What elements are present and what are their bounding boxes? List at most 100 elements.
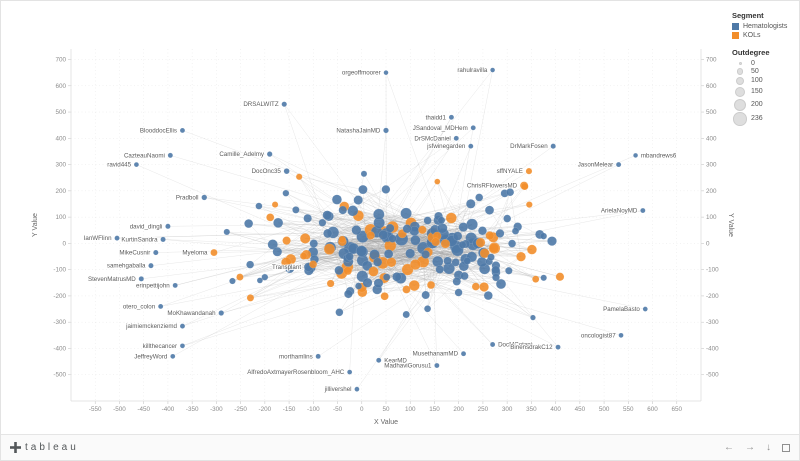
graph-node[interactable] (520, 182, 529, 191)
segment-legend-item[interactable]: Hematologists (732, 23, 794, 30)
outdegree-legend-item[interactable]: 50 (732, 68, 794, 75)
graph-node[interactable] (555, 272, 565, 282)
graph-node[interactable] (373, 208, 385, 220)
graph-node[interactable] (383, 273, 391, 281)
graph-node[interactable] (485, 231, 495, 240)
graph-node[interactable] (347, 205, 359, 217)
graph-node[interactable] (458, 222, 469, 232)
graph-node[interactable] (267, 239, 278, 250)
graph-node[interactable] (530, 314, 536, 321)
graph-node[interactable] (373, 278, 384, 288)
graph-node[interactable] (383, 127, 389, 134)
graph-node[interactable] (281, 101, 287, 107)
graph-node[interactable] (490, 67, 496, 73)
graph-node[interactable] (354, 386, 360, 392)
graph-node[interactable] (505, 267, 513, 275)
graph-node[interactable] (526, 244, 537, 255)
graph-node[interactable] (133, 162, 139, 168)
graph-node[interactable] (309, 239, 318, 248)
graph-node[interactable] (478, 226, 487, 236)
graph-node[interactable] (475, 193, 484, 202)
graph-node[interactable] (437, 216, 446, 225)
graph-node[interactable] (148, 263, 154, 269)
graph-node[interactable] (489, 243, 500, 254)
graph-node[interactable] (503, 214, 512, 223)
graph-node[interactable] (273, 217, 284, 228)
graph-node[interactable] (165, 223, 171, 229)
graph-node[interactable] (338, 235, 346, 244)
graph-node[interactable] (400, 207, 412, 220)
graph-node[interactable] (362, 260, 373, 271)
graph-node[interactable] (272, 246, 283, 257)
graph-node[interactable] (466, 199, 476, 209)
download-icon[interactable]: ↓ (766, 441, 771, 453)
graph-node[interactable] (179, 323, 186, 329)
graph-node[interactable] (384, 249, 394, 259)
graph-node[interactable] (511, 227, 520, 235)
graph-node[interactable] (434, 178, 441, 185)
graph-node[interactable] (218, 310, 225, 316)
graph-node[interactable] (475, 237, 486, 248)
graph-node[interactable] (555, 344, 561, 350)
graph-node[interactable] (463, 257, 472, 265)
graph-node[interactable] (335, 308, 344, 317)
graph-node[interactable] (318, 218, 327, 227)
graph-node[interactable] (285, 264, 295, 274)
graph-node[interactable] (506, 188, 515, 197)
graph-node[interactable] (540, 274, 547, 282)
graph-node[interactable] (322, 210, 332, 220)
graph-node[interactable] (466, 218, 478, 231)
forward-arrow-icon[interactable]: → (745, 441, 755, 453)
graph-node[interactable] (338, 205, 348, 215)
graph-node[interactable] (550, 143, 556, 149)
graph-node[interactable] (402, 310, 410, 319)
graph-node[interactable] (423, 216, 432, 225)
graph-node[interactable] (158, 303, 164, 310)
graph-node[interactable] (618, 332, 624, 338)
graph-node[interactable] (271, 201, 279, 208)
graph-node[interactable] (388, 234, 397, 243)
graph-node[interactable] (421, 290, 430, 300)
graph-node[interactable] (303, 214, 312, 223)
graph-node[interactable] (261, 273, 269, 281)
graph-node[interactable] (453, 135, 459, 141)
graph-node[interactable] (454, 288, 463, 297)
graph-node[interactable] (468, 143, 474, 149)
graph-node[interactable] (418, 225, 427, 235)
graph-node[interactable] (492, 273, 500, 282)
graph-node[interactable] (378, 230, 389, 240)
graph-node[interactable] (362, 277, 373, 288)
graph-node[interactable] (309, 260, 318, 269)
graph-node[interactable] (483, 291, 493, 301)
graph-node[interactable] (421, 250, 430, 259)
graph-node[interactable] (401, 263, 414, 276)
graph-node[interactable] (402, 285, 411, 294)
graph-node[interactable] (385, 223, 395, 233)
graph-node[interactable] (299, 233, 311, 244)
graph-node[interactable] (491, 265, 501, 275)
graph-node[interactable] (431, 237, 441, 247)
graph-node[interactable] (410, 259, 421, 270)
graph-node[interactable] (360, 170, 368, 177)
graph-node[interactable] (434, 362, 440, 369)
graph-node[interactable] (153, 249, 159, 256)
graph-node[interactable] (326, 279, 335, 288)
graph-node[interactable] (381, 185, 391, 194)
graph-node[interactable] (179, 127, 186, 134)
graph-node[interactable] (315, 353, 321, 359)
graph-node[interactable] (114, 235, 120, 241)
outdegree-legend-item[interactable]: 236 (732, 112, 794, 126)
graph-node[interactable] (479, 282, 489, 292)
tableau-logo[interactable]: tableau (10, 442, 79, 453)
graph-node[interactable] (353, 195, 363, 205)
graph-node[interactable] (366, 231, 375, 240)
graph-node[interactable] (172, 282, 178, 289)
outdegree-legend-item[interactable]: 150 (732, 86, 794, 97)
graph-node[interactable] (458, 241, 467, 249)
graph-node[interactable] (344, 289, 353, 299)
graph-node[interactable] (484, 205, 495, 215)
graph-node[interactable] (435, 265, 444, 274)
graph-node[interactable] (616, 161, 622, 168)
graph-node[interactable] (402, 224, 412, 234)
graph-node[interactable] (347, 369, 353, 375)
